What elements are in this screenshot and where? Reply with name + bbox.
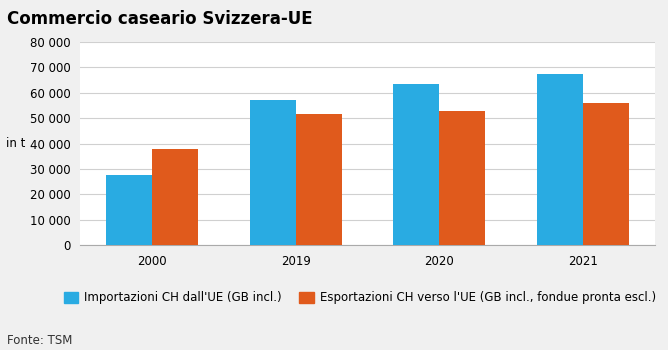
Legend: Importazioni CH dall'UE (GB incl.), Esportazioni CH verso l'UE (GB incl., fondue: Importazioni CH dall'UE (GB incl.), Espo…: [59, 287, 661, 309]
Bar: [536, 74, 582, 245]
Bar: [152, 149, 198, 245]
Bar: [582, 103, 629, 245]
Bar: [106, 175, 152, 245]
Y-axis label: in t: in t: [6, 137, 25, 150]
Bar: [393, 84, 439, 245]
Bar: [250, 100, 296, 245]
Text: Fonte: TSM: Fonte: TSM: [7, 334, 72, 346]
Bar: [439, 111, 485, 245]
Bar: [296, 114, 341, 245]
Text: Commercio caseario Svizzera-UE: Commercio caseario Svizzera-UE: [7, 10, 313, 28]
